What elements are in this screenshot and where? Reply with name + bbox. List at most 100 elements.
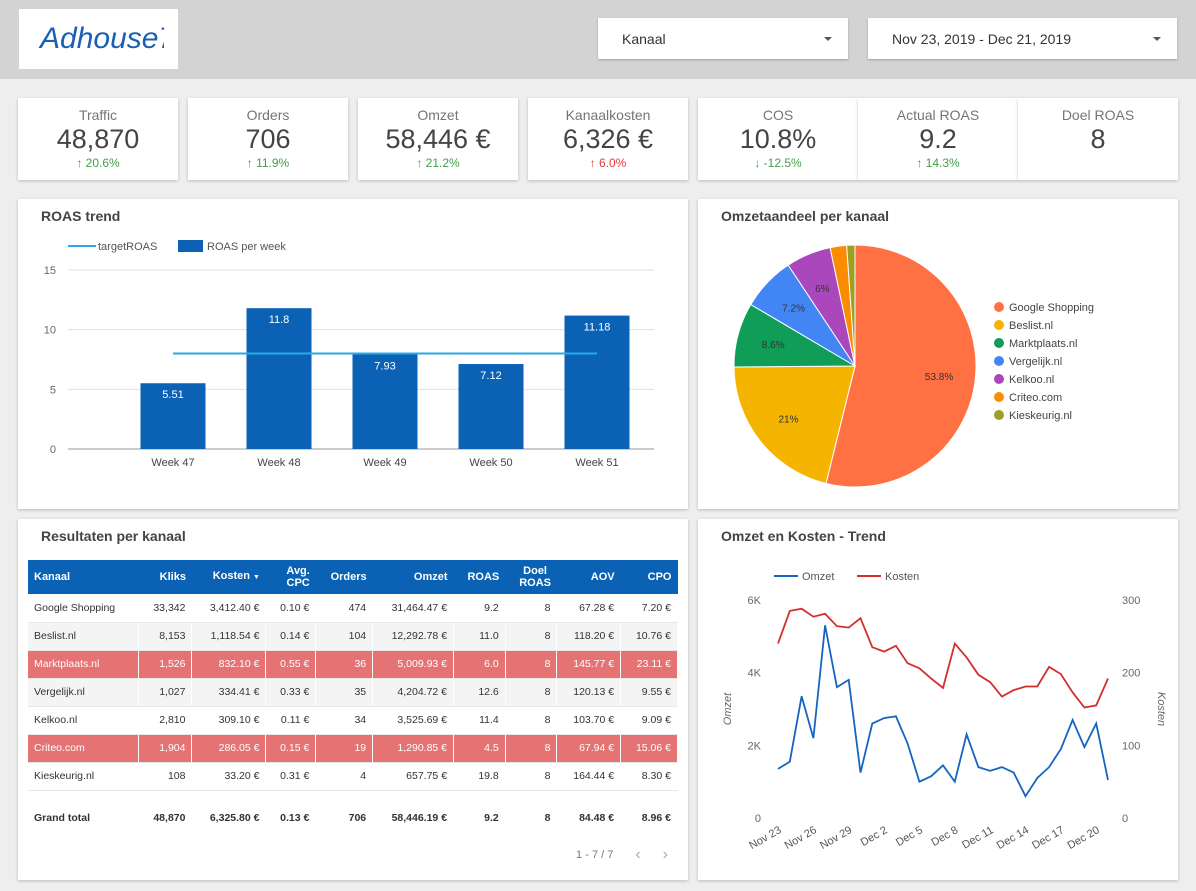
table-cell: 120.13 € (556, 678, 622, 707)
omzetaandeel-panel: Omzetaandeel per kanaal 53.8% 21% 8.6% 7.2%… (698, 199, 1178, 509)
table-cell: 8 (505, 790, 558, 846)
table-cell: 103.70 € (556, 706, 622, 735)
legend-bars-label: ROAS per week (207, 241, 286, 253)
caret-down-icon (824, 36, 832, 41)
col-aov[interactable]: AOV (556, 560, 621, 594)
table-cell: 7.20 € (620, 594, 678, 623)
table-cell: 2,810 (138, 706, 193, 735)
y-right-tick-label: 200 (1122, 668, 1140, 680)
roas-bar (458, 364, 524, 449)
pie-slice-label: 8.6% (762, 340, 785, 351)
chevron-right-icon[interactable]: › (662, 846, 668, 863)
legend-omzet-label: Omzet (802, 571, 834, 583)
table-cell: 3,412.40 € (191, 594, 267, 623)
table-cell: 11.0 (453, 622, 506, 651)
chevron-left-icon[interactable]: ‹ (635, 846, 641, 863)
table-cell: 31,464.47 € (372, 594, 455, 623)
table-total-row: Grand total 48,870 6,325.80 €0.13 €706 58,4… (28, 790, 678, 846)
kpi-value: 9.2 (919, 124, 957, 154)
table-cell: 0.13 € (265, 790, 317, 846)
table-row: Vergelijk.nl 1,027 334.41 €0.33 €35 4,204.7… (28, 678, 678, 707)
table-cell: 832.10 € (191, 650, 267, 679)
col-doel-roas[interactable]: Doel ROAS (505, 560, 557, 594)
x-tick-label: Week 47 (151, 457, 194, 469)
table-cell: 4.5 (453, 734, 506, 763)
kpi-label: COS (762, 107, 794, 123)
x-tick-label: Week 49 (363, 457, 406, 469)
table-cell: 48,870 (138, 790, 193, 846)
panel-title: Omzet en Kosten - Trend (721, 528, 886, 544)
table-cell: 1,526 (138, 650, 193, 679)
legend-label: Beslist.nl (1009, 320, 1053, 332)
arrow-down-icon: ↓ (754, 156, 761, 170)
roas-bar (564, 315, 630, 449)
x-tick-label: Dec 17 (1030, 824, 1066, 852)
table-cell: 108 (138, 762, 193, 791)
table-cell: 36 (315, 650, 374, 679)
kpi-label: Traffic (78, 107, 118, 123)
table-cell: 12,292.78 € (372, 622, 455, 651)
table-cell: 8 (505, 622, 558, 651)
pager-range: 1 - 7 / 7 (576, 849, 614, 861)
table-cell: 33.20 € (191, 762, 267, 791)
y-left-tick-label: 4K (748, 668, 762, 680)
table-row: Criteo.com 1,904 286.05 €0.15 €19 1,290.85 … (28, 734, 678, 763)
table-cell: 35 (315, 678, 374, 707)
table-cell: 8 (505, 594, 558, 623)
col-cpo[interactable]: CPO (620, 560, 678, 594)
table-cell: 33,342 (138, 594, 193, 623)
table-cell: 4 (315, 762, 374, 791)
col-roas[interactable]: ROAS (453, 560, 506, 594)
table-cell: Google Shopping (28, 594, 140, 623)
col-kosten[interactable]: Kosten ▼ (191, 560, 266, 594)
legend-label: Kelkoo.nl (1009, 374, 1054, 386)
col-avg-cpc[interactable]: Avg. CPC (265, 560, 316, 594)
kpi-actual-roas: Actual ROAS 9.2 ↑ 14.3% (858, 98, 1018, 180)
omzet-kosten-trend-panel: Omzet en Kosten - Trend Omzet Kosten 0 2K 4K… (698, 519, 1178, 880)
y-right-tick-label: 300 (1122, 595, 1140, 607)
x-tick-label: Week 51 (575, 457, 618, 469)
table-row: Kelkoo.nl 2,810 309.10 €0.11 €34 3,525.69 €… (28, 706, 678, 735)
kpi-change: ↑ 6.0% (589, 156, 627, 170)
kpi-value: 48,870 (56, 124, 140, 154)
legend-swatch (994, 302, 1004, 312)
col-kliks[interactable]: Kliks (138, 560, 192, 594)
kpi-change: ↑ 21.2% (416, 156, 460, 170)
col-kanaal[interactable]: Kanaal (28, 560, 139, 594)
adhouse7-logo: Adhouse7 (19, 9, 178, 69)
table-cell: Grand total (28, 790, 140, 846)
y-right-tick-label: 100 (1122, 740, 1140, 752)
table-row: Marktplaats.nl 1,526 832.10 €0.55 €36 5,009… (28, 650, 678, 679)
y-right-tick-label: 0 (1122, 813, 1128, 825)
table-header-row: Kanaal Kliks Kosten ▼ Avg. CPC Orders Om… (28, 560, 678, 594)
table-cell: 9.09 € (620, 706, 678, 735)
panel-title: Omzetaandeel per kanaal (721, 208, 890, 224)
legend-label: Marktplaats.nl (1009, 338, 1077, 350)
y-tick-label: 15 (44, 265, 56, 277)
kpi-value: 10.8% (739, 124, 817, 154)
table-row: Beslist.nl 8,153 1,118.54 €0.14 €104 12,292… (28, 622, 678, 651)
bar-data-label: 7.12 (480, 370, 501, 382)
table-cell: 34 (315, 706, 374, 735)
table-cell: 474 (315, 594, 374, 623)
table-cell: 8 (505, 706, 558, 735)
table-cell: 1,118.54 € (191, 622, 267, 651)
table-cell: 0.10 € (265, 594, 317, 623)
col-omzet[interactable]: Omzet (372, 560, 454, 594)
table-cell: 9.2 (453, 594, 506, 623)
kpi-change: ↑ 11.9% (246, 156, 290, 170)
bar-data-label: 7.93 (374, 360, 395, 372)
table-cell: 118.20 € (556, 622, 622, 651)
channel-filter-dropdown[interactable]: Kanaal (598, 18, 848, 59)
y-left-tick-label: 2K (748, 740, 762, 752)
panel-title: ROAS trend (41, 208, 121, 224)
svg-text:Adhouse7: Adhouse7 (38, 22, 164, 55)
kpi-label: Kanaalkosten (565, 107, 651, 123)
col-orders[interactable]: Orders (315, 560, 373, 594)
date-range-dropdown[interactable]: Nov 23, 2019 - Dec 21, 2019 (868, 18, 1177, 59)
pie-slice-label: 53.8% (925, 372, 953, 383)
table-cell: Beslist.nl (28, 622, 140, 651)
arrow-up-icon: ↑ (916, 156, 923, 170)
x-tick-label: Dec 8 (929, 824, 960, 849)
table-cell: 9.2 (453, 790, 506, 846)
